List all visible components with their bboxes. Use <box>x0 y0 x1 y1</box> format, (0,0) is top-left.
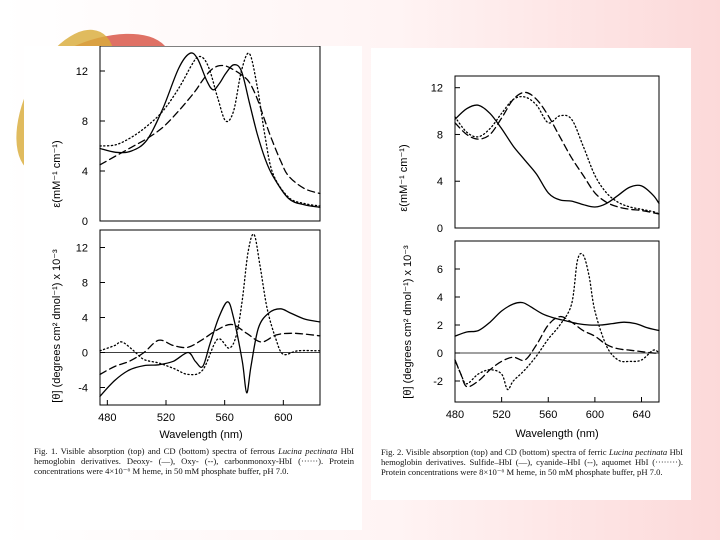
fig2-cd-frame <box>454 240 660 403</box>
y-tick-label: 0 <box>82 348 88 360</box>
x-tick-label: 600 <box>274 412 292 424</box>
series-carbonmonoxy-hbi <box>99 233 321 376</box>
x-tick-label: 520 <box>157 412 175 424</box>
figure-1-svg: 0 4 8 12 -4 0 4 8 12 480 520 560 600 ε(mM⁻¹ cm⁻¹) [… <box>51 45 321 441</box>
y-tick-label: 0 <box>437 348 443 360</box>
series-cyanide-hbi <box>454 91 660 215</box>
fig1-xlabel: Wavelength (nm) <box>159 429 242 441</box>
series-oxy <box>99 323 321 376</box>
x-tick-label: 480 <box>98 412 116 424</box>
fig1-caption-rest: HbI hemoglobin derivatives. Deoxy- (—), … <box>34 446 355 477</box>
fig2-top-ylabel: ε(mM⁻¹ cm⁻¹) <box>398 144 410 211</box>
figure-1-caption: Fig. 1. Visible absorption (top) and CD … <box>34 446 354 477</box>
fig2-bottom-ylabel: [θ] (degrees cm² dmol⁻¹) x 10⁻³ <box>402 245 414 399</box>
y-tick-label: 0 <box>82 216 88 228</box>
y-tick-label: -4 <box>78 383 88 395</box>
x-tick-label: 600 <box>586 409 604 421</box>
series-carbonmonoxy-hbi <box>99 52 321 207</box>
x-tick-label: 560 <box>215 412 233 424</box>
fig2-caption-rest: HbI hemoglobin derivatives. Sulfide–HbI … <box>381 447 683 478</box>
figure-2-caption: Fig. 2. Visible absorption (top) and CD … <box>381 447 683 478</box>
fig2-caption-lead: Fig. 2. Visible absorption (top) and CD … <box>381 447 607 457</box>
y-tick-label: 8 <box>437 129 443 141</box>
fig1-top-ylabel: ε(mM⁻¹ cm⁻¹) <box>51 140 63 207</box>
x-tick-label: 640 <box>632 409 650 421</box>
x-tick-label: 560 <box>539 409 557 421</box>
x-tick-label: 480 <box>446 409 464 421</box>
fig1-caption-species: Lucina pectinata <box>278 446 338 456</box>
figure-2-panel: 0 4 8 12 -2 0 2 4 6 480 520 560 600 640 ε(mM⁻¹ cm⁻¹)… <box>371 48 691 500</box>
fig1-caption-lead: Fig. 1. Visible absorption (top) and CD … <box>34 446 275 456</box>
series-cyanide-hbi <box>454 315 660 388</box>
y-tick-label: 8 <box>82 116 88 128</box>
series-sulfide-hbi <box>454 301 660 337</box>
y-tick-label: 4 <box>437 292 443 304</box>
series-deoxy <box>99 52 321 208</box>
y-tick-label: 8 <box>82 278 88 290</box>
series-aquomet-hbi <box>454 95 660 215</box>
figure-2-svg: 0 4 8 12 -2 0 2 4 6 480 520 560 600 640 ε(mM⁻¹ cm⁻¹)… <box>398 75 660 440</box>
y-tick-label: 4 <box>82 313 88 325</box>
fig1-absorption-frame <box>99 45 321 222</box>
figure-1-panel: 0 4 8 12 -4 0 4 8 12 480 520 560 600 ε(mM⁻¹ cm⁻¹) [… <box>24 45 362 530</box>
y-tick-label: -2 <box>433 376 443 388</box>
y-tick-label: 0 <box>437 223 443 235</box>
y-tick-label: 12 <box>76 243 88 255</box>
series-oxy <box>99 64 321 195</box>
y-tick-label: 12 <box>431 83 443 95</box>
fig1-cd-frame <box>99 229 321 406</box>
series-sulfide-hbi <box>454 104 660 208</box>
y-tick-label: 4 <box>437 176 443 188</box>
x-tick-label: 520 <box>492 409 510 421</box>
y-tick-label: 12 <box>76 66 88 78</box>
y-tick-label: 2 <box>437 320 443 332</box>
series-deoxy <box>99 301 321 397</box>
fig2-caption-species: Lucina pectinata <box>608 447 668 457</box>
fig2-absorption-frame <box>454 75 660 229</box>
fig2-xlabel: Wavelength (nm) <box>515 428 598 440</box>
y-tick-label: 6 <box>437 264 443 276</box>
fig1-bottom-ylabel: [θ] (degrees cm² dmol⁻¹) x 10⁻³ <box>51 249 63 403</box>
series-aquomet-hbi <box>454 252 660 391</box>
y-tick-label: 4 <box>82 166 88 178</box>
